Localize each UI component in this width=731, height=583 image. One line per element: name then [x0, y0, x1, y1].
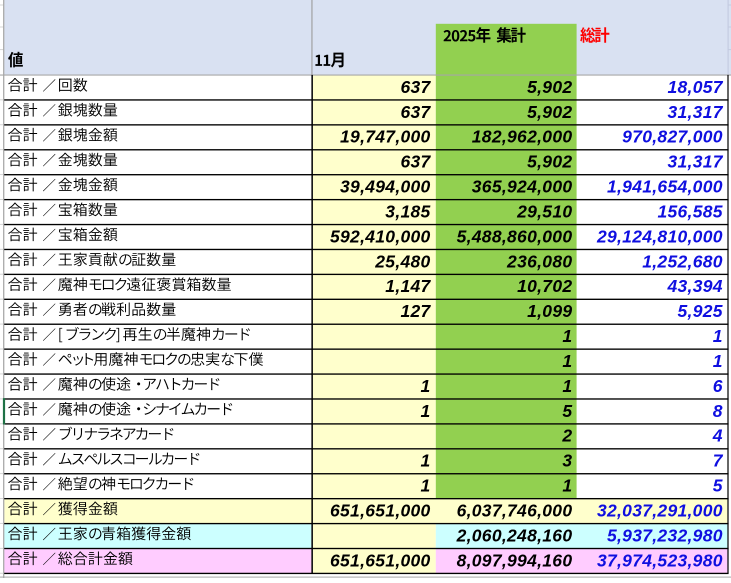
svg-text:1,147: 1,147 [385, 276, 431, 296]
svg-text:7: 7 [713, 451, 724, 471]
svg-text:1: 1 [421, 401, 431, 421]
svg-text:31,317: 31,317 [667, 152, 723, 172]
svg-text:10,702: 10,702 [517, 276, 572, 296]
svg-text:1: 1 [421, 476, 431, 496]
svg-text:127: 127 [400, 301, 431, 321]
svg-text:592,410,000: 592,410,000 [330, 226, 431, 246]
svg-text:1: 1 [562, 376, 572, 396]
svg-text:156,585: 156,585 [657, 201, 722, 221]
svg-text:2,060,248,160: 2,060,248,160 [456, 525, 573, 545]
svg-text:19,747,000: 19,747,000 [340, 127, 431, 147]
svg-text:5: 5 [562, 401, 572, 421]
svg-text:31,317: 31,317 [667, 102, 723, 122]
svg-text:39,494,000: 39,494,000 [340, 177, 431, 197]
svg-text:1: 1 [713, 326, 723, 346]
svg-text:3: 3 [562, 451, 572, 471]
svg-text:37,974,523,980: 37,974,523,980 [597, 550, 723, 570]
svg-text:5,488,860,000: 5,488,860,000 [457, 226, 573, 246]
svg-text:6: 6 [713, 376, 723, 396]
svg-text:1: 1 [562, 326, 572, 346]
svg-text:1: 1 [421, 451, 431, 471]
svg-text:2: 2 [561, 426, 572, 446]
svg-text:1: 1 [421, 376, 431, 396]
svg-text:29,124,810,000: 29,124,810,000 [596, 226, 723, 246]
svg-text:1: 1 [713, 351, 723, 371]
svg-text:5,902: 5,902 [527, 152, 572, 172]
svg-text:1,099: 1,099 [527, 301, 572, 321]
svg-text:637: 637 [400, 152, 431, 172]
svg-text:365,924,000: 365,924,000 [472, 177, 573, 197]
svg-text:6,037,746,000: 6,037,746,000 [457, 500, 573, 520]
svg-text:236,080: 236,080 [506, 251, 572, 271]
svg-text:651,651,000: 651,651,000 [330, 500, 431, 520]
svg-text:29,510: 29,510 [516, 201, 572, 221]
svg-text:5,902: 5,902 [527, 102, 572, 122]
svg-text:1: 1 [562, 351, 572, 371]
svg-text:32,037,291,000: 32,037,291,000 [597, 500, 723, 520]
svg-text:8: 8 [713, 401, 723, 421]
svg-text:1,941,654,000: 1,941,654,000 [607, 177, 723, 197]
svg-text:637: 637 [400, 77, 431, 97]
svg-text:3,185: 3,185 [385, 201, 430, 221]
svg-text:651,651,000: 651,651,000 [330, 550, 431, 570]
svg-text:970,827,000: 970,827,000 [622, 127, 723, 147]
svg-text:637: 637 [400, 102, 431, 122]
svg-text:43,394: 43,394 [666, 276, 722, 296]
svg-text:5,925: 5,925 [678, 301, 723, 321]
svg-text:25,480: 25,480 [374, 251, 430, 271]
svg-text:1: 1 [562, 476, 572, 496]
svg-text:8,097,994,160: 8,097,994,160 [457, 550, 573, 570]
svg-text:1,252,680: 1,252,680 [642, 251, 723, 271]
svg-text:18,057: 18,057 [667, 77, 723, 97]
svg-text:5,902: 5,902 [527, 77, 572, 97]
svg-text:4: 4 [712, 426, 723, 446]
svg-text:5,937,232,980: 5,937,232,980 [607, 525, 723, 545]
svg-text:5: 5 [713, 476, 723, 496]
svg-text:182,962,000: 182,962,000 [472, 127, 573, 147]
